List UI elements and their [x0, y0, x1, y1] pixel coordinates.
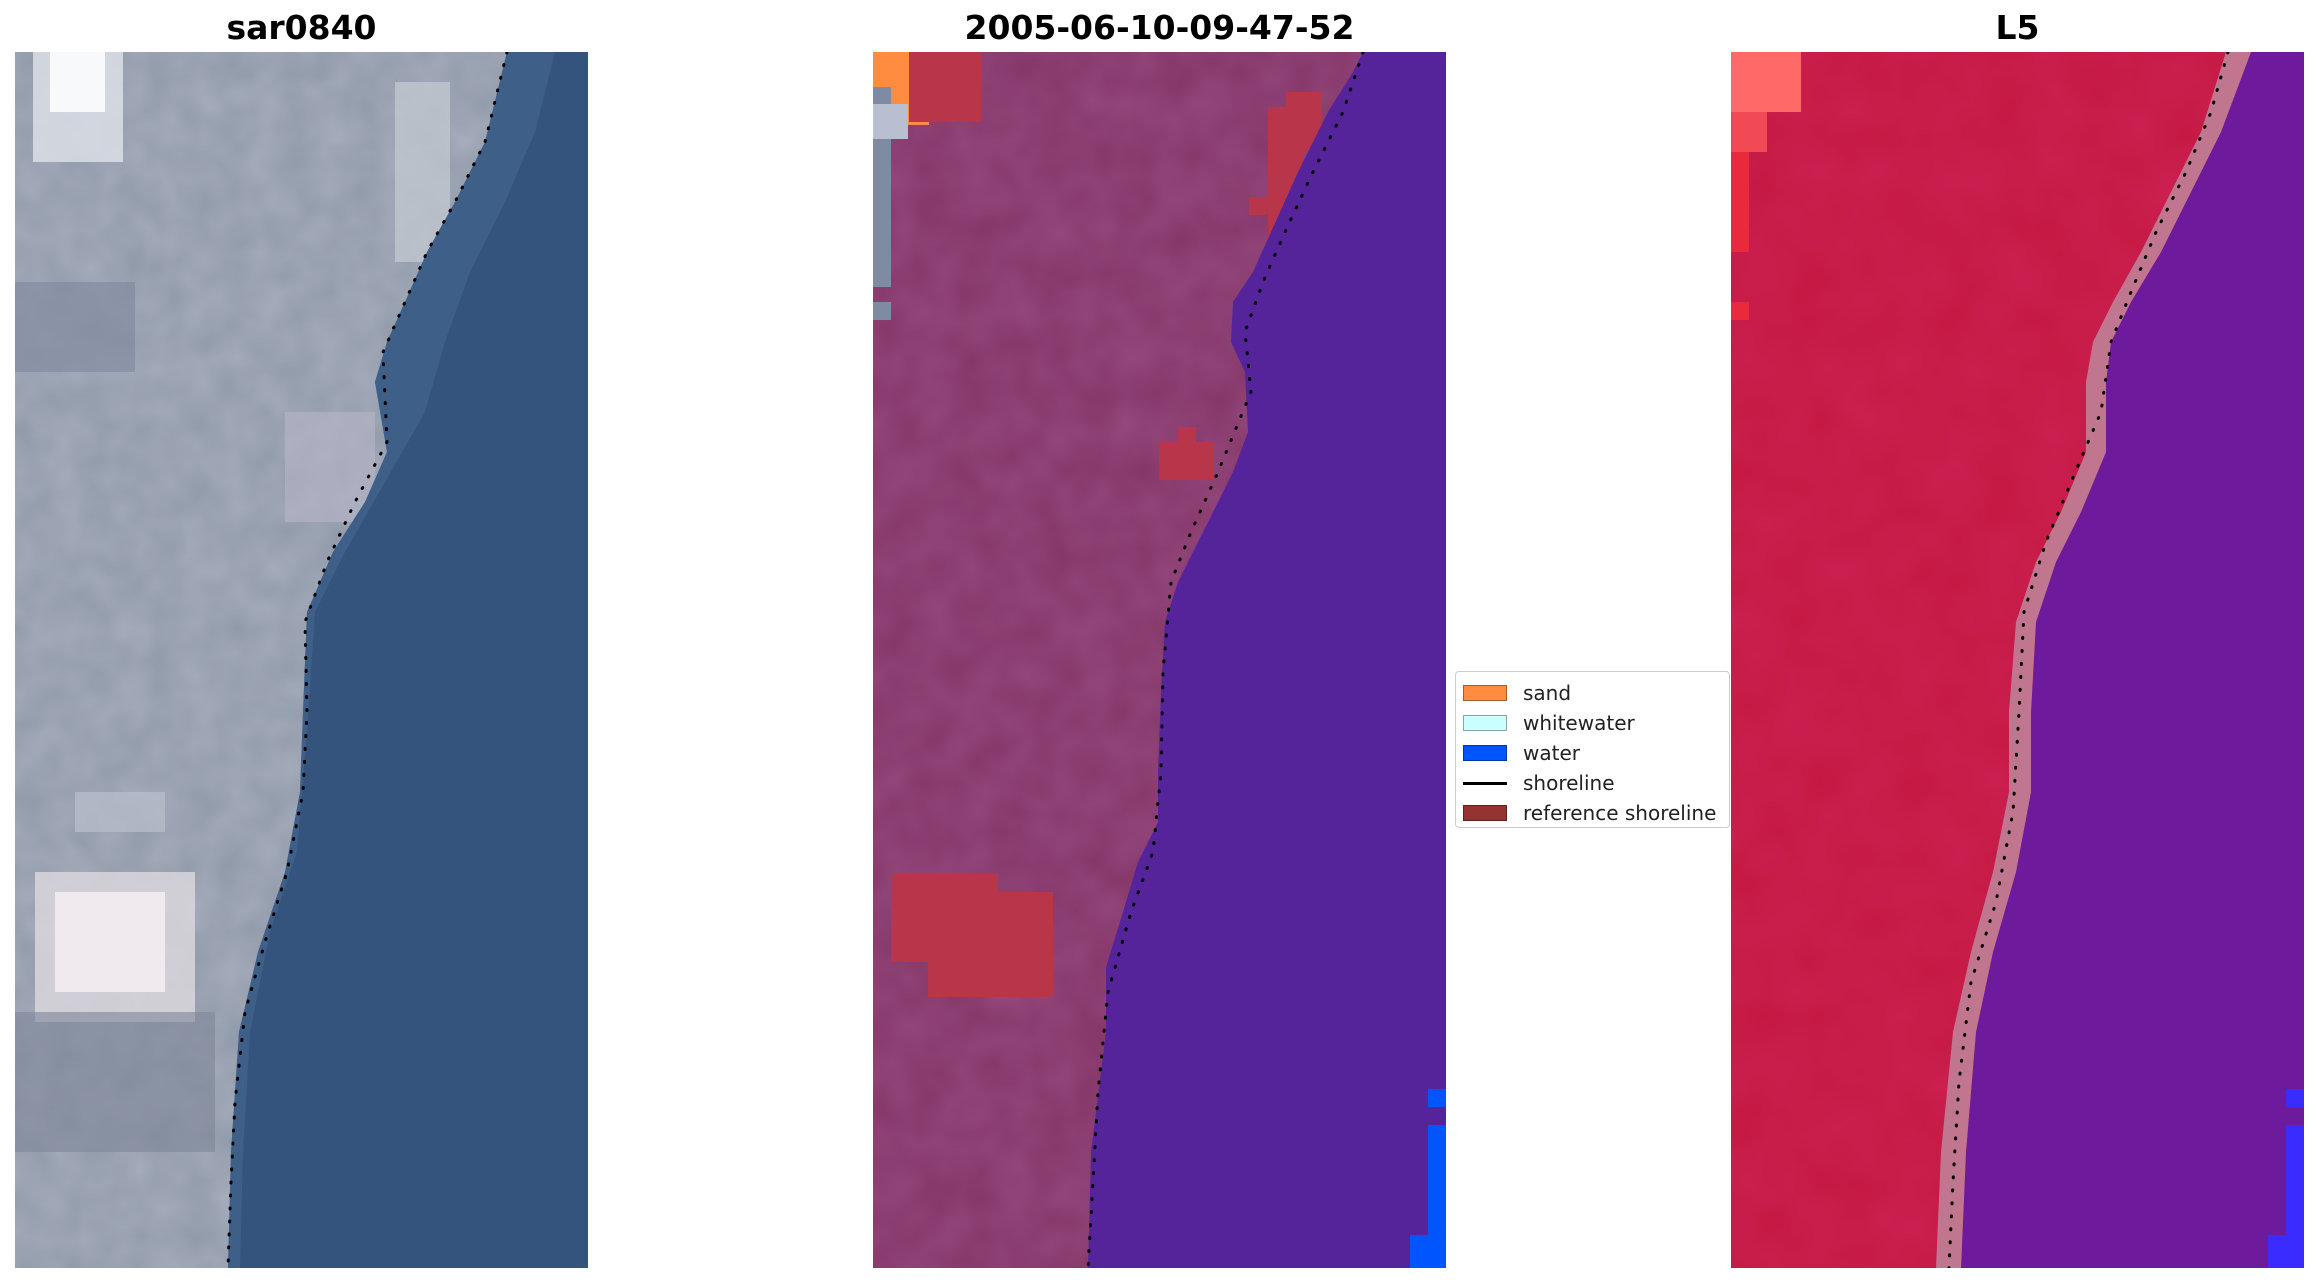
legend: sand whitewater water shoreline referenc… [1455, 671, 1730, 828]
water-swatch [1463, 745, 1507, 761]
legend-item-whitewater: whitewater [1463, 708, 1635, 738]
title-left: sar0840 [226, 8, 377, 47]
legend-item-water: water [1463, 738, 1580, 768]
reference-shoreline-swatch [1463, 805, 1507, 821]
title-right: L5 [1995, 8, 2040, 47]
legend-item-shoreline: shoreline [1463, 768, 1615, 798]
legend-label: whitewater [1523, 711, 1635, 735]
shoreline-line-swatch [1463, 781, 1507, 785]
legend-item-reference-shoreline: reference shoreline [1463, 798, 1716, 828]
rgb-image-panel [15, 52, 588, 1268]
index-image-panel [1731, 52, 2304, 1268]
whitewater-swatch [1463, 715, 1507, 731]
legend-label: reference shoreline [1523, 801, 1717, 825]
legend-label: water [1523, 741, 1580, 765]
legend-label: sand [1523, 681, 1572, 705]
classified-image-panel [873, 52, 1446, 1268]
sand-swatch [1463, 685, 1507, 701]
legend-item-sand: sand [1463, 678, 1571, 708]
legend-label: shoreline [1523, 771, 1615, 795]
title-middle: 2005-06-10-09-47-52 [964, 8, 1355, 47]
